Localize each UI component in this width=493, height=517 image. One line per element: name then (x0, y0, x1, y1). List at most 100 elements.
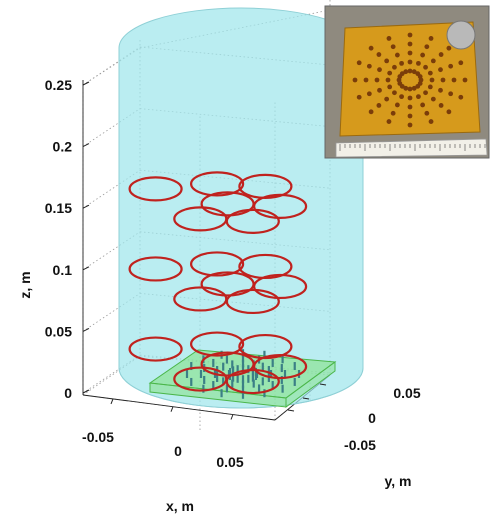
y-tick-mark (302, 397, 310, 400)
x-tick-mark (230, 414, 234, 420)
inset-hole (394, 52, 400, 58)
inset-hole (374, 77, 380, 83)
inset-hole (366, 63, 372, 69)
coil-ring (128, 336, 183, 362)
inset-hole (399, 94, 404, 100)
inset-hole (407, 59, 413, 65)
z-tick-label: 0.1 (53, 262, 73, 278)
z-tick-label: 0.2 (53, 139, 73, 155)
z-tick-mark (82, 266, 90, 271)
coil-ring (128, 256, 183, 282)
inset-hole (377, 87, 382, 93)
z-tick-mark (82, 81, 90, 86)
inset-hole (438, 87, 443, 93)
inset-hole (424, 44, 430, 50)
inset-hole (352, 77, 358, 83)
coil-ring (190, 331, 245, 357)
inset-hole (462, 77, 468, 83)
inset-hole (394, 102, 400, 108)
inset-hole (390, 44, 396, 50)
inset-hole (386, 36, 392, 41)
x-axis-ticks: -0.05 0 0.05 (82, 398, 244, 470)
inset-hole (407, 104, 413, 110)
coil-ring (225, 208, 280, 234)
board-side (285, 361, 336, 408)
coil-ring (253, 353, 308, 380)
y-tick-mark (287, 409, 295, 412)
y-tick-mark (319, 383, 327, 386)
inset-ruler (335, 138, 488, 158)
inset-hole (385, 77, 391, 83)
z-tick-label: 0.05 (45, 323, 72, 339)
inset-hole (420, 102, 426, 108)
inset-hole (407, 32, 413, 38)
z-tick-mark (82, 327, 90, 332)
inset-hole (411, 69, 417, 75)
inset-hole (446, 45, 452, 51)
y-axis-ticks: 0.05 0 -0.05 (287, 383, 421, 453)
inset-hole (384, 96, 390, 102)
inset-hole (376, 52, 382, 57)
inset-hole (407, 122, 413, 128)
inset-hole (440, 77, 446, 83)
inset-hole (407, 86, 413, 92)
inset-hole (416, 94, 421, 100)
inset-hole (448, 63, 454, 69)
coil-ring (225, 288, 280, 315)
z-tick-mark (82, 389, 90, 394)
inset-hole (376, 103, 382, 108)
coil-ring (190, 171, 245, 197)
x-axis-line (82, 394, 276, 421)
inset-hole (438, 67, 443, 73)
inset-hole (458, 94, 464, 100)
inset-hole (438, 52, 444, 57)
inset-hole (446, 109, 452, 115)
inset-hole (384, 58, 390, 64)
coil-ring (253, 273, 308, 300)
coil-ring (190, 251, 245, 277)
z-axis-ticks: 0.25 0.2 0.15 0.1 0.05 0 (45, 77, 90, 401)
inset-hole (368, 45, 374, 51)
inset-board (339, 21, 481, 137)
inset-hole (423, 90, 428, 96)
inset-hole (392, 64, 397, 70)
inset-hole (356, 60, 362, 66)
x-tick-mark (110, 398, 114, 405)
inset-hole (424, 110, 430, 116)
y-tick-label: -0.05 (344, 437, 376, 453)
inset-hole (392, 90, 397, 96)
x-tick-label: -0.05 (82, 429, 114, 445)
coil-ring (128, 176, 183, 202)
inset-hole (399, 60, 404, 66)
inset-coin (446, 20, 476, 50)
coil-ring (225, 368, 280, 395)
inset-photo (324, 5, 490, 159)
z-axis-label: z, m (17, 271, 33, 298)
inset-hole (386, 119, 392, 124)
inset-hole (417, 74, 423, 79)
inset-hole (387, 70, 393, 76)
inset-hole (366, 91, 372, 97)
x-tick-label: 0.05 (216, 454, 243, 470)
inset-hole (377, 67, 382, 73)
z-tick-label: 0.25 (45, 77, 72, 93)
z-tick-mark (82, 143, 90, 148)
inset-hole (430, 58, 436, 64)
x-tick-mark (170, 406, 174, 412)
y-tick-label: 0.05 (393, 385, 420, 401)
inset-hole (427, 70, 433, 76)
inset-hole (428, 119, 434, 124)
coil-array (128, 171, 308, 395)
inset-hole (428, 36, 434, 41)
inset-hole (407, 68, 413, 74)
cylinder-bottom-edge (118, 367, 364, 409)
inset-hole (451, 77, 457, 83)
coil-ring (253, 193, 308, 219)
inset-hole (407, 95, 413, 101)
inset-hole (407, 113, 413, 119)
inset-hole (415, 83, 421, 89)
inset-hole (416, 60, 421, 66)
x-tick-label: 0 (174, 443, 182, 459)
